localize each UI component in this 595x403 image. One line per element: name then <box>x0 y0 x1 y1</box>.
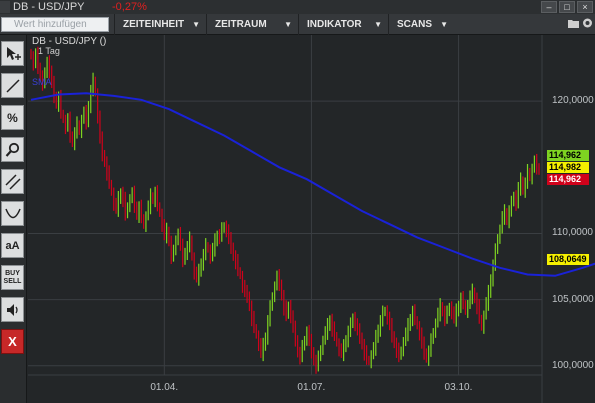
sound-tool[interactable] <box>1 297 24 322</box>
chart-canvas[interactable] <box>28 35 595 403</box>
menu-zeitraum[interactable]: ZEITRAUM ▼ <box>206 14 298 35</box>
window-grip-icon[interactable] <box>0 1 10 13</box>
change-percent: -0,27% <box>112 1 147 13</box>
magnifier-icon <box>5 142 19 157</box>
menu-label: INDIKATOR <box>307 19 362 30</box>
cursor-icon <box>6 46 21 60</box>
minimize-button[interactable]: – <box>541 1 557 13</box>
toolbar: ○ ZEITEINHEIT ▼ ZEITRAUM ▼ INDIKATOR ▼ S… <box>0 14 595 35</box>
price-chart[interactable]: DB - USD/JPY () 1 Tag SMA 120,0000 110,00… <box>28 35 595 403</box>
cloud-icon[interactable] <box>582 18 593 29</box>
chevron-down-icon: ▼ <box>284 20 292 29</box>
y-tick-label: 100,0000 <box>552 359 594 371</box>
line-icon <box>5 78 20 93</box>
y-tick-label: 105,0000 <box>552 293 594 305</box>
price-tag: 114,962 <box>547 174 589 186</box>
menu-zeiteinheit[interactable]: ZEITEINHEIT ▼ <box>114 14 206 35</box>
close-tool[interactable]: X <box>1 329 24 354</box>
percent-tool[interactable]: % <box>1 105 24 130</box>
maximize-button[interactable]: □ <box>559 1 575 13</box>
y-tick-label: 110,0000 <box>552 227 593 239</box>
text-icon: aA <box>5 239 20 252</box>
x-tick-label: 01.07. <box>297 382 326 393</box>
price-tag: 108,0649 <box>547 253 589 265</box>
toolbar-right-icons <box>568 18 593 29</box>
menu-label: SCANS <box>397 19 433 30</box>
menu-label: ZEITEINHEIT <box>123 19 185 30</box>
menu-label: ZEITRAUM <box>215 19 267 30</box>
chevron-down-icon: ▼ <box>440 20 448 29</box>
sma-legend: SMA <box>32 77 52 87</box>
chevron-down-icon: ▼ <box>374 20 382 29</box>
title-bar: DB - USD/JPY -0,27% – □ × <box>0 0 595 14</box>
zoom-tool[interactable] <box>1 137 24 162</box>
line-tool[interactable] <box>1 73 24 98</box>
folder-icon[interactable] <box>568 18 579 29</box>
channel-tool[interactable] <box>1 169 24 194</box>
x-tick-label: 01.04. <box>150 382 179 393</box>
parallel-lines-icon <box>4 173 21 190</box>
sell-label: SELL <box>3 277 22 285</box>
chart-title: DB - USD/JPY () <box>32 36 107 47</box>
sma-line <box>30 92 595 277</box>
arc-icon <box>4 208 21 218</box>
window-controls: – □ × <box>541 1 593 13</box>
price-tag: 114,982 <box>547 162 589 174</box>
buy-label: BUY <box>5 269 20 277</box>
arc-tool[interactable] <box>1 201 24 226</box>
window-title: DB - USD/JPY <box>13 1 85 13</box>
price-tag: 114,962 <box>547 150 589 162</box>
speaker-icon <box>6 303 18 316</box>
x-tick-label: 03.10. <box>444 382 473 393</box>
add-symbol-input[interactable] <box>1 17 109 32</box>
buy-sell-tool[interactable]: BUY SELL <box>1 265 24 290</box>
y-tick-label: 120,0000 <box>552 95 594 107</box>
chart-timeframe: 1 Tag <box>38 46 60 56</box>
pointer-tool[interactable] <box>1 41 24 66</box>
chevron-down-icon: ▼ <box>192 20 200 29</box>
close-button[interactable]: × <box>577 1 593 13</box>
menu-indikator[interactable]: INDIKATOR ▼ <box>298 14 388 35</box>
menu-scans[interactable]: SCANS ▼ <box>388 14 454 35</box>
drawing-tools-panel: % aA BUY SELL <box>0 35 27 403</box>
percent-icon: % <box>7 110 18 125</box>
text-tool[interactable]: aA <box>1 233 24 258</box>
close-icon: X <box>8 334 17 349</box>
